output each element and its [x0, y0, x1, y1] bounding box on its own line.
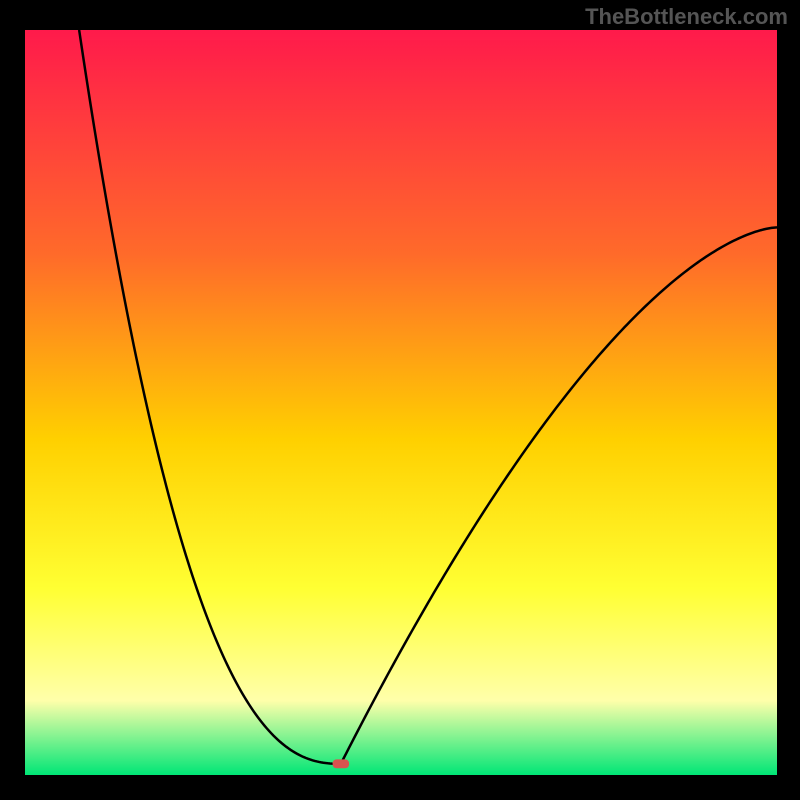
chart-frame: TheBottleneck.com — [0, 0, 800, 800]
watermark-text: TheBottleneck.com — [585, 4, 788, 30]
optimal-marker — [333, 759, 350, 768]
bottleneck-chart — [0, 0, 800, 800]
plot-background — [25, 30, 777, 775]
